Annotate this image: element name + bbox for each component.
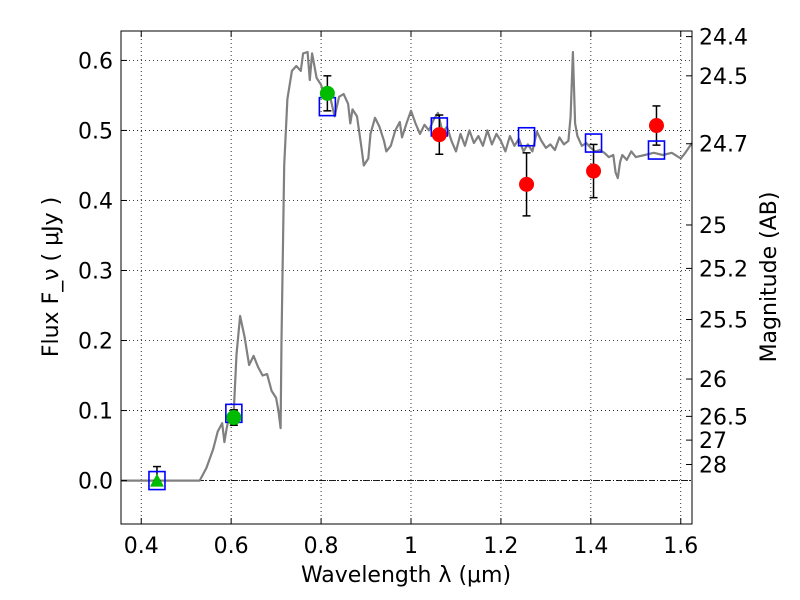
grid-layer [121, 31, 692, 524]
observed-circle-marker [431, 127, 447, 143]
y-tick-label: 0.3 [78, 259, 113, 284]
right-tick-label: 25.5 [699, 309, 748, 334]
y-axis-label-right: Magnitude (AB) [757, 192, 782, 363]
right-tick-label: 26 [699, 368, 727, 393]
x-axis-label: Wavelength λ (μm) [301, 563, 511, 588]
x-tick-label: 0.4 [124, 534, 159, 559]
y-axis-left: 0.0 0.1 0.2 0.3 0.4 0.5 0.6 [78, 49, 127, 495]
observed-circle-marker [519, 176, 535, 192]
model-photometry-square [148, 470, 166, 491]
y-tick-label: 0.4 [78, 189, 113, 214]
right-tick-label: 25 [699, 214, 727, 239]
x-tick-label: 1.4 [573, 534, 608, 559]
right-tick-label: 24.4 [699, 26, 748, 51]
observed-circle-marker [648, 118, 664, 134]
model-photometry-square [584, 133, 603, 153]
marker-layer [148, 85, 666, 491]
observed-circle-marker [226, 410, 242, 426]
model-spectrum-line [121, 50, 693, 482]
y-tick-label: 0.2 [78, 330, 113, 355]
x-tick-label: 1.2 [483, 534, 518, 559]
right-tick-label: 24.7 [699, 133, 748, 158]
observed-triangle-marker [149, 473, 164, 487]
observed-circle-marker [319, 85, 335, 101]
right-tick-label: 27 [699, 429, 727, 454]
observed-circle-marker [586, 163, 602, 179]
model-photometry-square [647, 140, 666, 160]
right-tick-label: 24.5 [699, 65, 748, 90]
x-tick-label: 0.6 [214, 534, 249, 559]
y-tick-label: 0.1 [78, 400, 113, 425]
spectrum-layer [121, 50, 693, 482]
y-tick-label: 0.0 [78, 470, 113, 495]
y-tick-label: 0.6 [78, 49, 113, 74]
right-tick-label: 25.2 [699, 257, 748, 282]
model-photometry-square [517, 126, 536, 147]
x-tick-label: 1 [404, 534, 418, 559]
x-axis: 0.4 0.6 0.8 1 1.2 1.4 1.6 [124, 31, 698, 559]
right-tick-label: 28 [699, 453, 727, 478]
plot-frame [120, 30, 693, 525]
x-tick-label: 0.8 [304, 534, 339, 559]
y-axis-label-left: Flux F_ν ( μJy ) [39, 197, 64, 357]
y-tick-label: 0.5 [78, 119, 113, 144]
x-tick-label: 1.6 [663, 534, 698, 559]
right-tick-label: 26.5 [699, 405, 748, 430]
